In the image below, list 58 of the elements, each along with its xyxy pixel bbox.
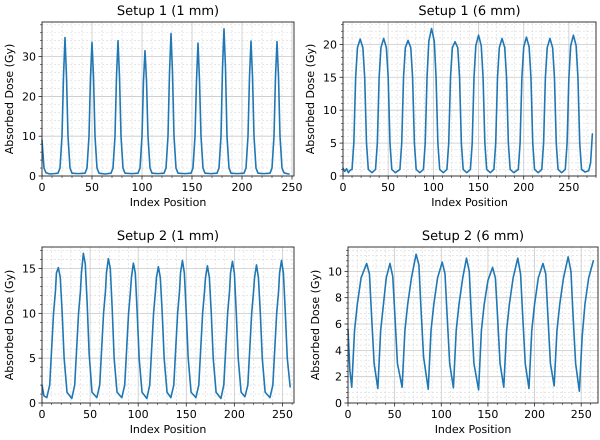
x-tick-label: 50 [388, 408, 402, 421]
x-tick-label: 250 [558, 181, 580, 194]
x-tick-label: 50 [381, 181, 396, 194]
chart-title: Setup 1 (6 mm) [418, 4, 521, 19]
y-tick-label: 0 [29, 170, 36, 183]
y-tick-label: 10 [22, 307, 36, 320]
x-tick-label: 0 [344, 408, 352, 421]
x-tick-label: 100 [128, 408, 149, 421]
y-tick-label: 15 [323, 71, 337, 84]
y-tick-label: 5 [330, 137, 337, 150]
y-tick-label: 10 [22, 130, 36, 144]
x-tick-label: 0 [38, 408, 46, 421]
x-axis-title: Index Position [434, 423, 512, 436]
y-tick-label: 10 [323, 104, 337, 118]
y-tick-label: 10 [328, 265, 342, 278]
x-axis-title: Index Position [130, 423, 206, 436]
x-tick-label: 250 [272, 408, 293, 421]
chart-title: Setup 2 (1 mm) [116, 229, 220, 244]
x-tick-label: 250 [282, 181, 302, 194]
x-tick-label: 150 [176, 408, 197, 421]
line-series [41, 28, 290, 175]
x-tick-label: 0 [38, 181, 46, 194]
line-series [41, 252, 291, 400]
x-axis-title: Index Position [431, 196, 508, 209]
chart-title: Setup 2 (6 mm) [422, 229, 524, 244]
y-axis-title: Absorbed Dose (Gy) [309, 270, 322, 380]
x-tick-label: 100 [132, 181, 152, 194]
x-axis-title: Index Position [130, 196, 206, 209]
x-tick-label: 200 [224, 408, 245, 421]
y-axis-title: Absorbed Dose (Gy) [3, 270, 16, 380]
x-tick-label: 150 [468, 181, 490, 194]
x-tick-label: 150 [182, 181, 202, 194]
y-tick-label: 6 [335, 318, 342, 332]
y-tick-label: 20 [22, 90, 36, 104]
line-series [347, 253, 594, 392]
line-series [342, 28, 594, 174]
x-tick-label: 150 [477, 408, 498, 421]
x-tick-label: 200 [513, 181, 534, 194]
x-tick-label: 50 [85, 181, 99, 194]
x-tick-label: 100 [422, 181, 444, 194]
y-tick-label: 2 [335, 370, 342, 384]
y-axis-title: Absorbed Dose (Gy) [304, 44, 317, 154]
y-tick-label: 15 [22, 262, 36, 276]
chart-title: Setup 1 (1 mm) [116, 4, 220, 19]
y-tick-label: 30 [22, 50, 36, 64]
y-tick-label: 0 [335, 397, 342, 410]
x-tick-label: 100 [430, 408, 452, 421]
y-tick-label: 0 [330, 170, 337, 183]
y-tick-label: 0 [29, 397, 36, 410]
y-axis-title: Absorbed Dose (Gy) [3, 44, 16, 154]
y-tick-label: 5 [29, 352, 36, 366]
x-tick-label: 200 [232, 181, 252, 194]
x-tick-label: 50 [83, 408, 98, 421]
y-tick-label: 8 [335, 292, 342, 305]
x-tick-label: 200 [524, 408, 546, 421]
y-tick-label: 4 [335, 344, 342, 358]
y-tick-label: 20 [323, 38, 337, 52]
x-tick-label: 250 [570, 408, 592, 421]
